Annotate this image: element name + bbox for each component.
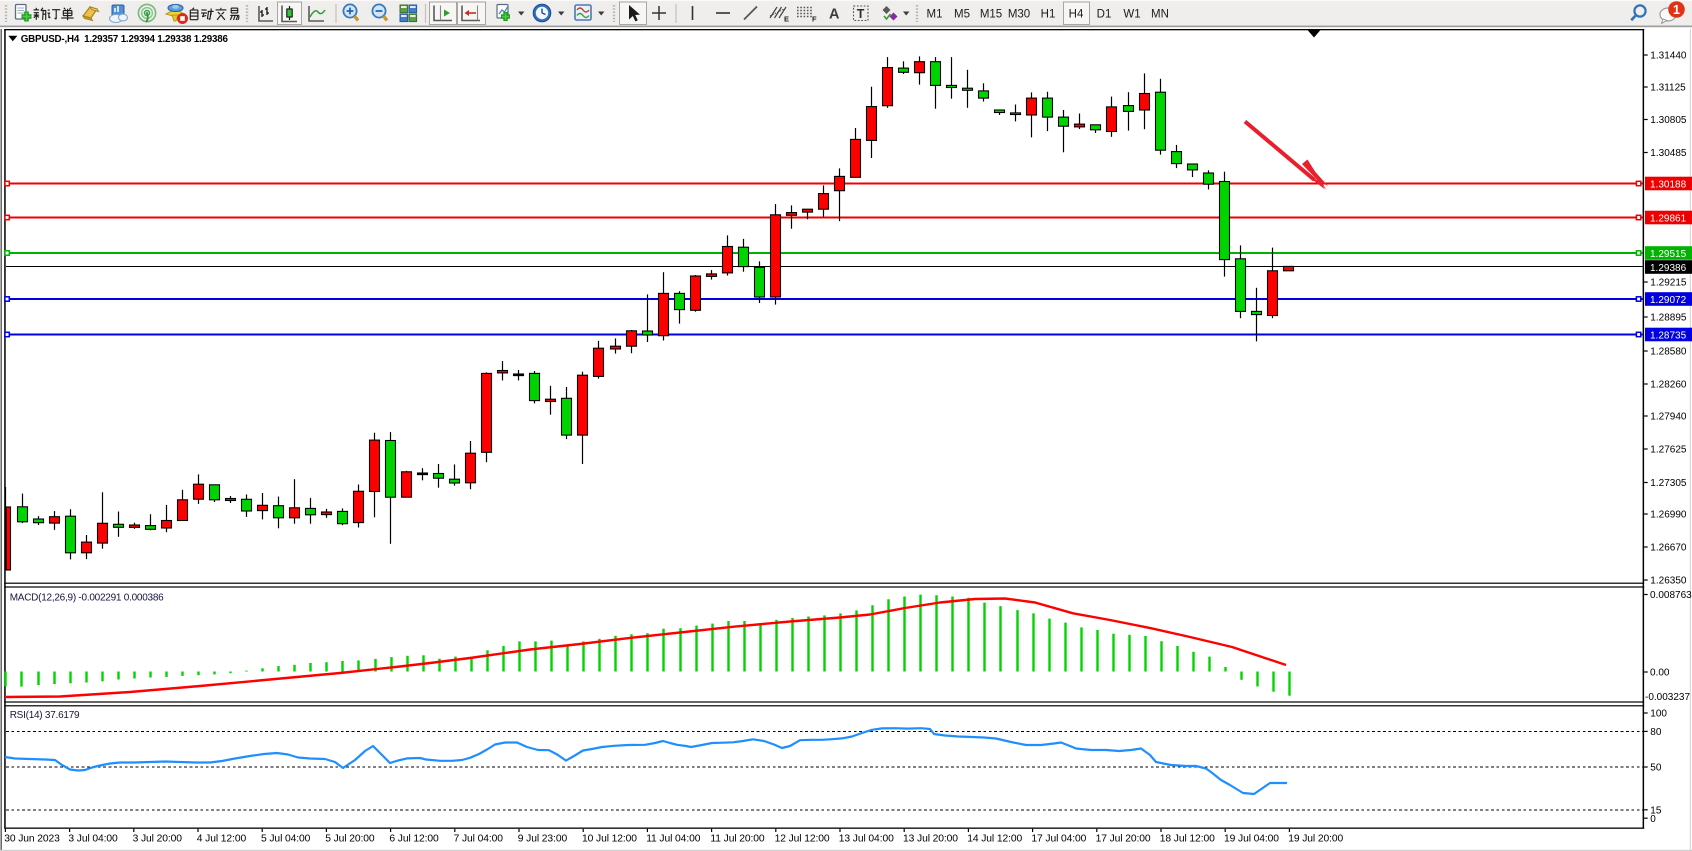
svg-text:1.27625: 1.27625 <box>1650 445 1687 456</box>
svg-text:11 Jul 20:00: 11 Jul 20:00 <box>710 833 765 844</box>
svg-text:1.28260: 1.28260 <box>1650 380 1687 391</box>
svg-text:D1: D1 <box>1097 9 1112 21</box>
svg-text:1.26350: 1.26350 <box>1650 576 1687 587</box>
svg-text:10 Jul 12:00: 10 Jul 12:00 <box>582 833 637 844</box>
svg-text:5 Jul 20:00: 5 Jul 20:00 <box>325 833 375 844</box>
svg-text:3 Jul 20:00: 3 Jul 20:00 <box>133 833 183 844</box>
svg-text:100: 100 <box>1650 709 1667 720</box>
svg-text:13 Jul 04:00: 13 Jul 04:00 <box>839 833 894 844</box>
svg-text:17 Jul 20:00: 17 Jul 20:00 <box>1096 833 1151 844</box>
svg-text:9 Jul 23:00: 9 Jul 23:00 <box>518 833 568 844</box>
svg-text:T: T <box>857 7 865 21</box>
svg-text:1.28895: 1.28895 <box>1650 313 1687 324</box>
svg-text:1.31125: 1.31125 <box>1650 83 1686 94</box>
svg-text:0.00: 0.00 <box>1650 668 1670 679</box>
svg-text:15: 15 <box>1650 806 1662 817</box>
svg-text:50: 50 <box>1650 763 1662 774</box>
svg-text:1.29215: 1.29215 <box>1650 278 1687 289</box>
svg-text:1.29386: 1.29386 <box>1650 263 1687 274</box>
svg-text:MACD(12,26,9) -0.002291 0.0003: MACD(12,26,9) -0.002291 0.000386 <box>10 593 164 604</box>
svg-text:GBPUSD-,H4 1.29357 1.29394 1.: GBPUSD-,H4 1.29357 1.29394 1.29338 1.293… <box>21 34 229 45</box>
svg-text:18 Jul 12:00: 18 Jul 12:00 <box>1160 833 1215 844</box>
svg-text:1.28580: 1.28580 <box>1650 347 1687 358</box>
svg-text:E: E <box>784 15 789 24</box>
svg-text:19 Jul 20:00: 19 Jul 20:00 <box>1288 833 1343 844</box>
svg-text:-0.003237: -0.003237 <box>1645 692 1690 703</box>
svg-text:1.26670: 1.26670 <box>1650 543 1687 554</box>
svg-text:1.27940: 1.27940 <box>1650 412 1687 423</box>
svg-text:0.008763: 0.008763 <box>1650 590 1692 601</box>
svg-text:7 Jul 04:00: 7 Jul 04:00 <box>454 833 504 844</box>
svg-text:19 Jul 04:00: 19 Jul 04:00 <box>1224 833 1279 844</box>
svg-text:1.31440: 1.31440 <box>1650 51 1687 62</box>
svg-text:A: A <box>829 7 840 23</box>
svg-text:M15: M15 <box>980 9 1002 21</box>
svg-text:1: 1 <box>1673 3 1680 17</box>
svg-text:1.30805: 1.30805 <box>1650 115 1687 126</box>
svg-text:1.27305: 1.27305 <box>1650 478 1687 489</box>
svg-text:MN: MN <box>1151 9 1169 21</box>
svg-text:6 Jul 12:00: 6 Jul 12:00 <box>389 833 439 844</box>
svg-text:17 Jul 04:00: 17 Jul 04:00 <box>1031 833 1086 844</box>
svg-text:13 Jul 20:00: 13 Jul 20:00 <box>903 833 958 844</box>
svg-text:30 Jun 2023: 30 Jun 2023 <box>4 833 60 844</box>
svg-text:W1: W1 <box>1123 9 1140 21</box>
svg-text:5 Jul 04:00: 5 Jul 04:00 <box>261 833 311 844</box>
svg-text:M5: M5 <box>954 9 970 21</box>
svg-text:1.29515: 1.29515 <box>1650 249 1687 260</box>
svg-text:1.30188: 1.30188 <box>1650 179 1687 190</box>
svg-text:M1: M1 <box>927 9 943 21</box>
svg-text:1.30485: 1.30485 <box>1650 148 1687 159</box>
svg-text:1.26990: 1.26990 <box>1650 510 1687 521</box>
svg-text:0: 0 <box>1650 814 1656 825</box>
svg-text:3 Jul 04:00: 3 Jul 04:00 <box>68 833 118 844</box>
svg-text:1.28735: 1.28735 <box>1650 330 1687 341</box>
svg-text:4 Jul 12:00: 4 Jul 12:00 <box>197 833 247 844</box>
svg-text:1.29861: 1.29861 <box>1650 213 1687 224</box>
svg-text:RSI(14) 37.6179: RSI(14) 37.6179 <box>10 710 80 721</box>
svg-text:14 Jul 12:00: 14 Jul 12:00 <box>967 833 1022 844</box>
svg-text:M30: M30 <box>1008 9 1030 21</box>
svg-text:80: 80 <box>1650 727 1662 738</box>
svg-text:11 Jul 04:00: 11 Jul 04:00 <box>646 833 701 844</box>
svg-text:12 Jul 12:00: 12 Jul 12:00 <box>775 833 830 844</box>
svg-text:1.29072: 1.29072 <box>1650 295 1687 306</box>
svg-text:H4: H4 <box>1069 9 1084 21</box>
svg-text:F: F <box>812 15 817 24</box>
svg-text:H1: H1 <box>1041 9 1056 21</box>
